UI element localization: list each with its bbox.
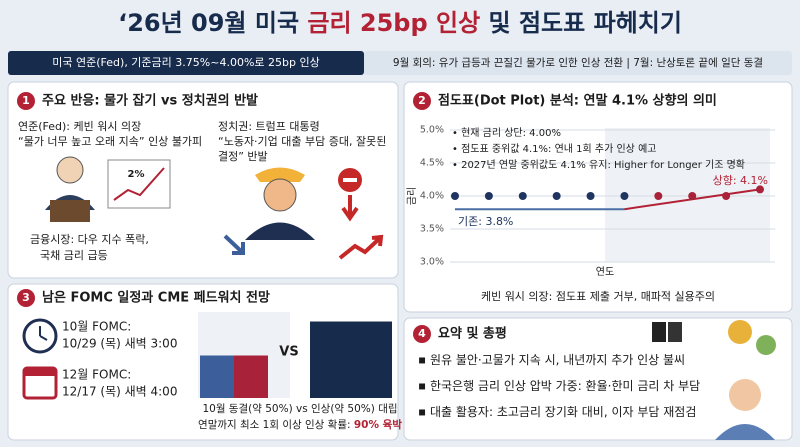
banner-left-text: 미국 연준(Fed), 기준금리 3.75%~4.00%로 25bp 인상 xyxy=(52,56,319,69)
icon-label: 2% xyxy=(128,169,145,180)
dot xyxy=(518,192,527,200)
dot xyxy=(756,185,764,194)
badge-number: 1 xyxy=(22,94,30,107)
bar xyxy=(200,355,234,398)
fedwatch-chart xyxy=(200,321,392,398)
politics-quote: “노동자·기업 대출 부담 증대, 잘못된 xyxy=(218,135,386,148)
vs-label: VS xyxy=(279,345,298,360)
y-tick-label: 4.5% xyxy=(420,158,444,169)
bullet-text: 한국은행 금리 인상 압박 가중: 환율·한미 금리 차 부담 xyxy=(430,378,700,393)
panel-title: 요약 및 총평 xyxy=(438,326,507,342)
market-text: 금융시장: 다우 지수 폭락, xyxy=(30,233,149,246)
badge xyxy=(413,92,431,110)
title: ‘26년 09월 미국 금리 25bp 인상 및 점도표 파헤치기 xyxy=(118,9,682,37)
up-arrow xyxy=(338,234,384,260)
fed-quote: “물가 너무 높고 오래 지속” 인상 불가피 xyxy=(18,135,202,148)
banner-right-text: 9월 회의: 유가 급등과 끈질긴 물가로 인한 인상 전환 | 7월: 난상토… xyxy=(393,56,763,69)
clock-icon xyxy=(22,318,58,354)
x-axis-label: 연도 xyxy=(596,266,614,278)
meeting-name: 10월 FOMC: xyxy=(62,320,131,334)
down-arrow xyxy=(223,234,245,255)
dot xyxy=(484,192,493,200)
market-text: 국채 금리 급등 xyxy=(40,249,108,262)
politics-quote: 결정” 반발 xyxy=(218,150,268,163)
caption: 10월 동결(약 50%) vs 인상(약 50%) 대립 xyxy=(202,402,397,415)
bullet: • 2027년 연말 중위값도 4.1% 유지: Higher for Long… xyxy=(452,158,745,171)
bullet: ▪ 한국은행 금리 인상 압박 가중: 환율·한미 금리 차 부담 xyxy=(418,378,700,393)
bar xyxy=(234,355,268,398)
bar xyxy=(310,321,392,398)
dot xyxy=(688,192,697,200)
fed-label: 연준(Fed): 케빈 워시 의장 xyxy=(18,120,141,133)
banner-right xyxy=(364,51,792,75)
badge xyxy=(17,92,35,110)
bullet: • 현재 금리 상단: 4.00% xyxy=(452,127,561,139)
dot xyxy=(586,192,595,200)
bullet-text: 점도표 중위값 4.1%: 연내 1회 추가 인상 예고 xyxy=(461,142,656,155)
meeting-name: 12월 FOMC: xyxy=(62,368,131,382)
annotation: 상향: 4.1% xyxy=(713,174,768,187)
y-tick-label: 3.0% xyxy=(420,257,444,268)
badge-number: 3 xyxy=(22,291,30,304)
bullet: ▪ 원유 불안·고물가 지속 시, 내년까지 추가 인상 불씨 xyxy=(418,353,685,367)
dot xyxy=(722,192,731,200)
panel-title: 점도표(Dot Plot) 분석: 연말 4.1% 상향의 의미 xyxy=(438,93,717,109)
bullet-text: 현재 금리 상단: 4.00% xyxy=(461,127,561,139)
politician-illustration xyxy=(245,167,362,240)
annotation: 기존: 3.8% xyxy=(458,215,513,228)
title-part: 및 점도표 파헤치기 xyxy=(480,9,682,37)
panel xyxy=(403,317,793,441)
panel-title: 남은 FOMC 일정과 CME 페드워치 전망 xyxy=(42,290,270,306)
dot xyxy=(654,192,663,200)
caption: 연말까지 최소 1회 이상 인상 확률: 90% 육박 xyxy=(198,418,402,431)
y-tick-label: 4.0% xyxy=(420,191,444,202)
y-axis-label: 금리 xyxy=(406,187,418,205)
dot xyxy=(620,192,629,200)
bullet-text: 2027년 연말 중위값도 4.1% 유지: Higher for Longer… xyxy=(461,158,745,171)
dot xyxy=(451,192,459,200)
bullet-text: 대출 활용자: 초고금리 장기화 대비, 이자 부담 재점검 xyxy=(430,405,696,419)
caption-highlight: 90% 육박 xyxy=(354,418,402,431)
badge-number: 4 xyxy=(418,327,426,340)
badge xyxy=(413,325,431,343)
panel-title: 주요 반응: 물가 잡기 vs 정치권의 반발 xyxy=(42,93,258,109)
title-part: ‘26년 09월 미국 xyxy=(118,9,307,37)
bullet: • 점도표 중위값 4.1%: 연내 1회 추가 인상 예고 xyxy=(452,142,656,155)
bullet: ▪ 대출 활용자: 초고금리 장기화 대비, 이자 부담 재점검 xyxy=(418,405,696,419)
meeting-date: 10/29 (목) 새벽 3:00 xyxy=(62,337,177,351)
y-tick-label: 3.5% xyxy=(420,224,444,235)
bullet-text: 원유 불안·고물가 지속 시, 내년까지 추가 인상 불씨 xyxy=(430,353,685,367)
politics-label: 정치권: 트럼프 대통령 xyxy=(218,120,320,133)
banner-left xyxy=(8,51,364,75)
dot xyxy=(552,192,561,200)
speaker-illustration xyxy=(45,156,95,222)
badge xyxy=(17,289,35,307)
title-highlight: 금리 25bp 인상 xyxy=(307,9,480,37)
y-tick-label: 5.0% xyxy=(420,125,444,136)
badge-number: 2 xyxy=(418,94,426,107)
caption-text: 연말까지 최소 1회 이상 인상 확률: xyxy=(198,418,354,431)
forecast-shade xyxy=(605,128,770,262)
chart-icon xyxy=(107,159,171,209)
summary-illustration xyxy=(652,320,776,440)
meeting-date: 12/17 (목) 새벽 4:00 xyxy=(62,385,177,399)
calendar-icon xyxy=(22,366,58,400)
panel-footer: 케빈 워시 의장: 점도표 제출 거부, 매파적 실용주의 xyxy=(481,290,715,303)
